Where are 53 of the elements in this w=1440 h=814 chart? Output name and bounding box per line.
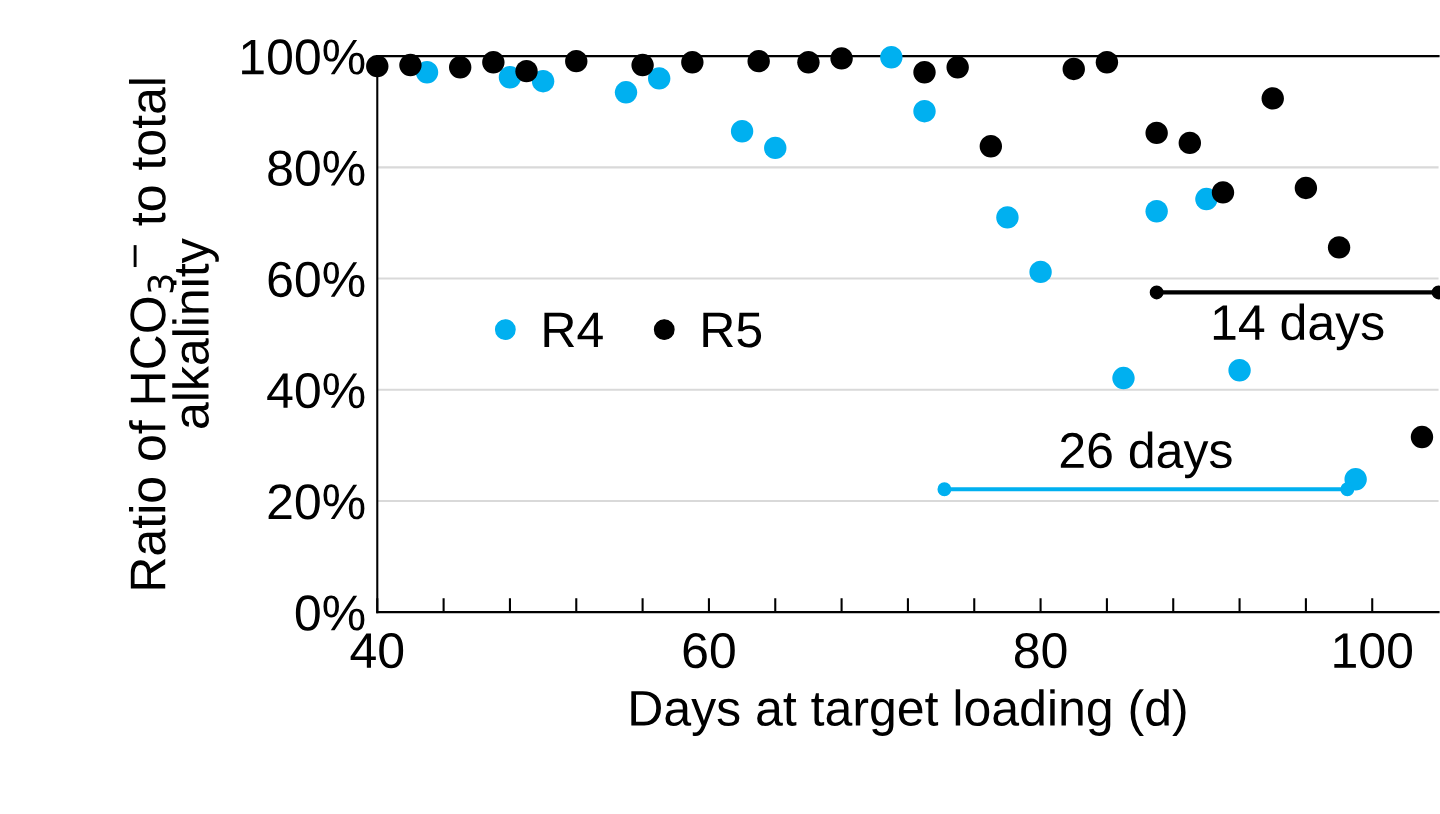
point bbox=[482, 51, 505, 74]
point bbox=[1211, 181, 1235, 204]
x-axis-title: Days at target loading (d) bbox=[631, 689, 1186, 736]
point bbox=[747, 49, 770, 73]
point bbox=[730, 120, 754, 143]
x-tick-label: 100 bbox=[1334, 632, 1412, 669]
point bbox=[614, 81, 638, 104]
point bbox=[946, 56, 969, 79]
x-tick-label: 40 bbox=[350, 632, 404, 669]
point bbox=[1145, 121, 1168, 145]
point bbox=[647, 67, 671, 90]
y-tick-label: 60% bbox=[268, 261, 365, 298]
annotation: 26 days bbox=[1060, 431, 1232, 479]
point bbox=[565, 49, 588, 73]
point bbox=[366, 54, 389, 78]
point bbox=[913, 61, 936, 84]
point bbox=[880, 46, 903, 69]
point bbox=[1029, 260, 1052, 284]
point bbox=[531, 69, 555, 93]
annotation: 14 days bbox=[1213, 303, 1384, 351]
y-axis-title: Ratio of HCO$_{3}$$^{−}$ to total alkalinity bbox=[128, 79, 219, 589]
y-tick-label: 40% bbox=[267, 372, 365, 409]
point bbox=[399, 53, 422, 77]
x-tick-label: 80 bbox=[1014, 632, 1067, 669]
point bbox=[1095, 51, 1119, 74]
point bbox=[1178, 131, 1202, 155]
point bbox=[830, 47, 853, 70]
y-tick-label: 80% bbox=[268, 150, 365, 186]
point bbox=[1112, 366, 1135, 390]
point bbox=[1340, 482, 1355, 497]
point bbox=[996, 206, 1019, 229]
point bbox=[681, 51, 704, 74]
point bbox=[764, 136, 787, 160]
legend-label: R5 bbox=[703, 312, 762, 348]
point bbox=[1294, 176, 1318, 200]
point bbox=[1327, 236, 1351, 259]
point bbox=[1228, 359, 1251, 382]
y-tick-label: 100% bbox=[242, 39, 365, 75]
point bbox=[449, 56, 472, 79]
y-tick-label: 20% bbox=[268, 484, 365, 520]
point bbox=[1410, 425, 1434, 449]
point bbox=[631, 53, 654, 77]
point bbox=[515, 59, 538, 83]
point bbox=[979, 135, 1003, 158]
x-tick-label: 60 bbox=[683, 632, 735, 669]
point bbox=[1062, 57, 1085, 81]
point bbox=[913, 100, 936, 123]
point bbox=[797, 51, 820, 74]
legend-label: R4 bbox=[544, 312, 603, 348]
point bbox=[1261, 87, 1284, 110]
point bbox=[937, 482, 952, 497]
point bbox=[1145, 200, 1168, 223]
y-tick-label: 0% bbox=[295, 595, 365, 631]
